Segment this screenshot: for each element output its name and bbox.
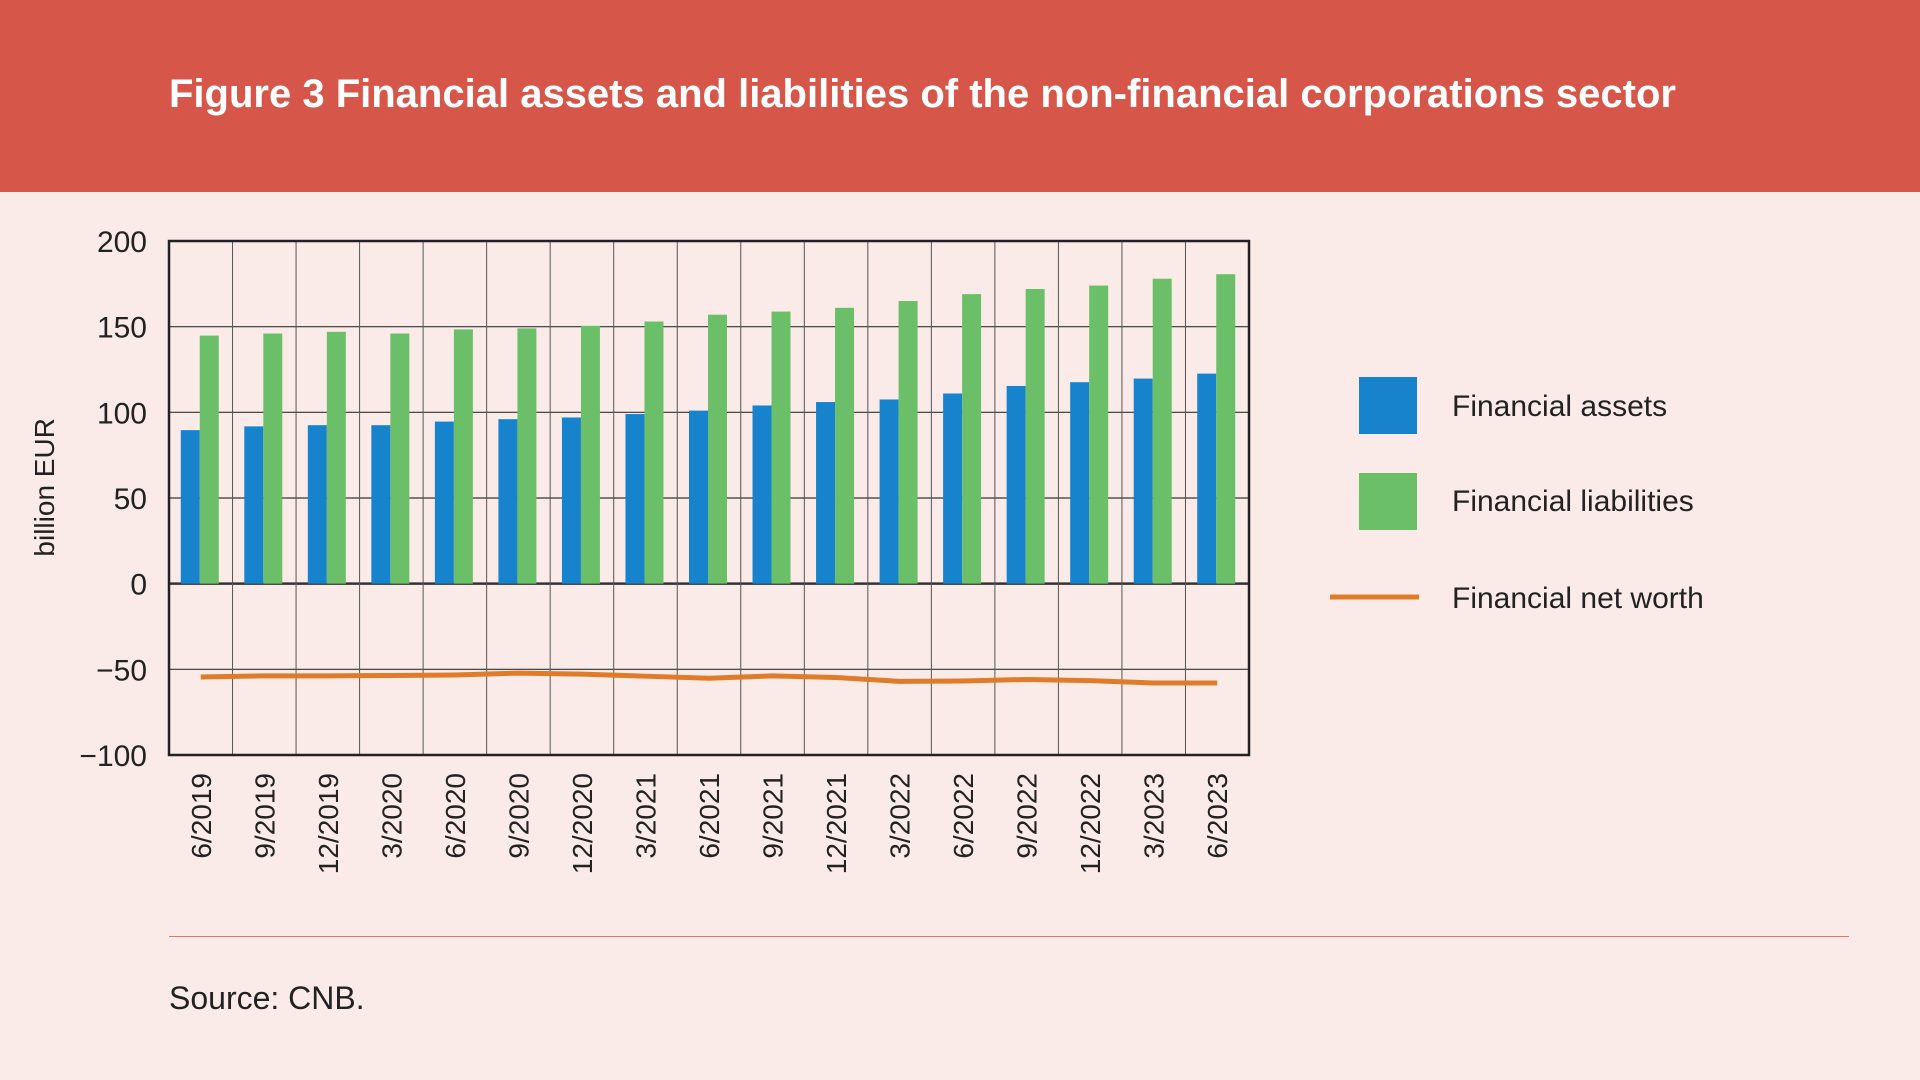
chart: 200 150 100 50 0 −50 −100 6/2019 9/2019 12/2019 3/… (29, 226, 1704, 874)
x-tick-label: 12/2020 (567, 773, 598, 874)
bar-financial-assets (244, 426, 264, 584)
x-tick-label: 6/2021 (694, 773, 725, 859)
bar-financial-assets (752, 405, 772, 584)
x-tick-label: 9/2021 (758, 773, 789, 859)
x-tick-label: 6/2020 (440, 773, 471, 859)
y-tick-label: 100 (97, 397, 147, 430)
bar-financial-liabilities (580, 325, 600, 584)
x-tick-label: 6/2022 (948, 773, 979, 859)
bar-financial-liabilities (326, 331, 346, 584)
bar-financial-assets (180, 430, 200, 584)
y-tick-label: 0 (130, 569, 147, 602)
bar-financial-assets (371, 425, 391, 584)
y-tick-label: −50 (96, 654, 147, 687)
bar-financial-assets (434, 421, 454, 584)
header-banner: Figure 3 Financial assets and liabilitie… (0, 0, 1920, 192)
bar-financial-assets (879, 399, 899, 584)
legend-swatch-financial-liabilities (1359, 473, 1417, 530)
axes: 200 150 100 50 0 −50 −100 6/2019 9/2019 12/2019 3/… (29, 226, 1251, 874)
bar-financial-liabilities (199, 335, 219, 584)
bar-financial-liabilities (390, 333, 410, 584)
bar-financial-assets (1006, 385, 1026, 584)
x-tick-label: 3/2021 (630, 773, 661, 859)
bar-financial-liabilities (962, 294, 982, 584)
plot-frame (167, 239, 1251, 757)
line-financial-net-worth (200, 670, 1218, 686)
bar-financial-liabilities (708, 314, 727, 584)
bar-financial-liabilities (898, 300, 918, 584)
x-tick-label: 9/2020 (503, 773, 534, 859)
bar-financial-liabilities (1089, 285, 1109, 584)
bar-financial-assets (1070, 382, 1090, 584)
bar-financial-liabilities (453, 329, 473, 584)
legend-label-financial-assets: Financial assets (1452, 390, 1667, 423)
y-tick-label: −100 (79, 740, 147, 773)
divider (169, 936, 1849, 937)
bar-financial-liabilities (771, 311, 791, 584)
bar-financial-assets (307, 425, 327, 584)
bar-financial-assets (816, 402, 836, 584)
bar-financial-assets (498, 419, 518, 584)
bar-financial-assets (943, 393, 963, 584)
x-tick-label: 3/2023 (1139, 773, 1170, 859)
net-worth-line-group (200, 670, 1218, 686)
x-tick-label: 12/2022 (1075, 773, 1106, 874)
bars (180, 274, 1236, 584)
y-tick-label: 50 (114, 483, 147, 516)
bar-financial-assets (625, 414, 645, 584)
bar-financial-liabilities (835, 307, 855, 584)
y-tick-label: 200 (97, 226, 147, 259)
x-tick-label: 9/2022 (1012, 773, 1043, 859)
y-axis-label: billion EUR (29, 418, 60, 557)
source-note: Source: CNB. (169, 980, 365, 1016)
legend-label-financial-liabilities: Financial liabilities (1452, 485, 1694, 518)
legend-swatch-financial-assets (1359, 377, 1417, 434)
legend: Financial assets Financial liabilities Fin… (1330, 377, 1704, 615)
bar-financial-liabilities (517, 328, 537, 584)
bar-financial-liabilities (1152, 278, 1172, 584)
y-tick-label: 150 (97, 312, 147, 345)
bar-financial-assets (1197, 373, 1217, 584)
x-tick-label: 12/2021 (821, 773, 852, 874)
x-tick-label: 3/2022 (885, 773, 916, 859)
bar-financial-assets (689, 410, 708, 584)
x-tick-label: 6/2023 (1202, 773, 1233, 859)
bar-financial-liabilities (263, 333, 283, 584)
x-tick-label: 3/2020 (376, 773, 407, 859)
x-tick-label: 12/2019 (313, 773, 344, 874)
bar-financial-liabilities (1216, 274, 1236, 584)
bar-financial-assets (1133, 378, 1153, 584)
figure-title: Figure 3 Financial assets and liabilitie… (169, 72, 1676, 116)
bar-financial-liabilities (1025, 288, 1045, 584)
legend-label-financial-net-worth: Financial net worth (1452, 582, 1704, 615)
x-tick-label: 9/2019 (249, 773, 280, 859)
bar-financial-assets (561, 417, 581, 584)
x-tick-label: 6/2019 (186, 773, 217, 859)
bar-financial-liabilities (644, 321, 664, 584)
